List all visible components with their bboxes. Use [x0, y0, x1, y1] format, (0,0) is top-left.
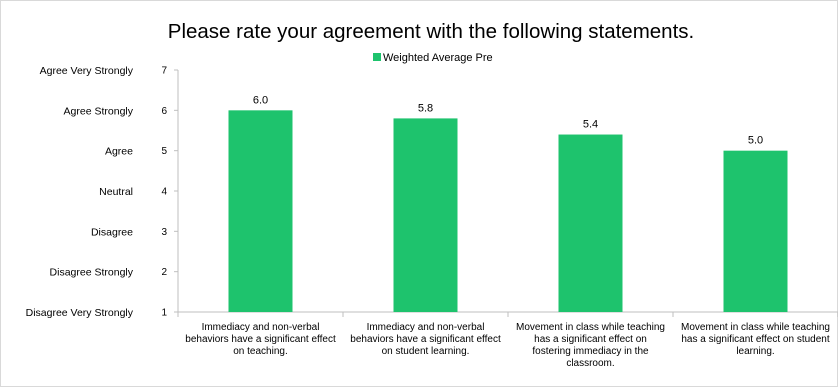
category-label: behaviors have a significant effect: [185, 334, 336, 345]
bar: [228, 110, 293, 312]
category-label: on teaching.: [233, 346, 288, 357]
scale-label: Agree: [105, 146, 133, 158]
y-tick-label: 4: [161, 187, 167, 198]
scale-label: Disagree Very Strongly: [26, 307, 134, 319]
data-label: 5.4: [583, 119, 598, 131]
data-label: 5.0: [748, 135, 763, 147]
category-label: has a significant effect on student: [681, 334, 829, 345]
category-label: Immediacy and non-verbal: [367, 322, 485, 333]
scale-labels: Disagree Very Strongly Disagree Strongly D…: [26, 65, 134, 319]
scale-label: Agree Very Strongly: [40, 65, 134, 77]
category-label: has a significant effect on: [534, 334, 647, 345]
y-tick-label: 7: [161, 66, 167, 77]
category-label: learning.: [736, 346, 774, 357]
scale-label: Neutral: [99, 186, 133, 198]
y-tick-label: 5: [161, 146, 167, 157]
data-label: 6.0: [253, 94, 268, 106]
y-tick-label: 1: [161, 308, 167, 319]
category-label: behaviors have a significant effect: [350, 334, 501, 345]
scale-label: Agree Strongly: [64, 105, 134, 117]
category-label: fostering immediacy in the: [532, 346, 649, 357]
category-label: Movement in class while teaching: [681, 322, 830, 333]
category-label: Movement in class while teaching: [516, 322, 665, 333]
data-labels: 6.0 5.8 5.4 5.0: [253, 94, 763, 146]
category-label: on student learning.: [382, 346, 470, 357]
bar: [723, 150, 788, 312]
y-tick-label: 3: [161, 227, 167, 238]
y-tick-label: 2: [161, 267, 167, 278]
bar: [393, 118, 458, 313]
bars: [228, 110, 788, 313]
scale-label: Disagree: [91, 226, 133, 238]
data-label: 5.8: [418, 102, 433, 114]
category-label: Immediacy and non-verbal: [202, 322, 320, 333]
category-label: classroom.: [566, 358, 614, 369]
bar: [558, 134, 623, 312]
legend-swatch: [373, 53, 381, 61]
legend: Weighted Average Pre: [373, 52, 493, 64]
chart-title: Please rate your agreement with the foll…: [168, 20, 694, 43]
scale-label: Disagree Strongly: [50, 267, 134, 279]
y-tick-label: 6: [161, 106, 167, 117]
legend-label: Weighted Average Pre: [383, 52, 493, 64]
